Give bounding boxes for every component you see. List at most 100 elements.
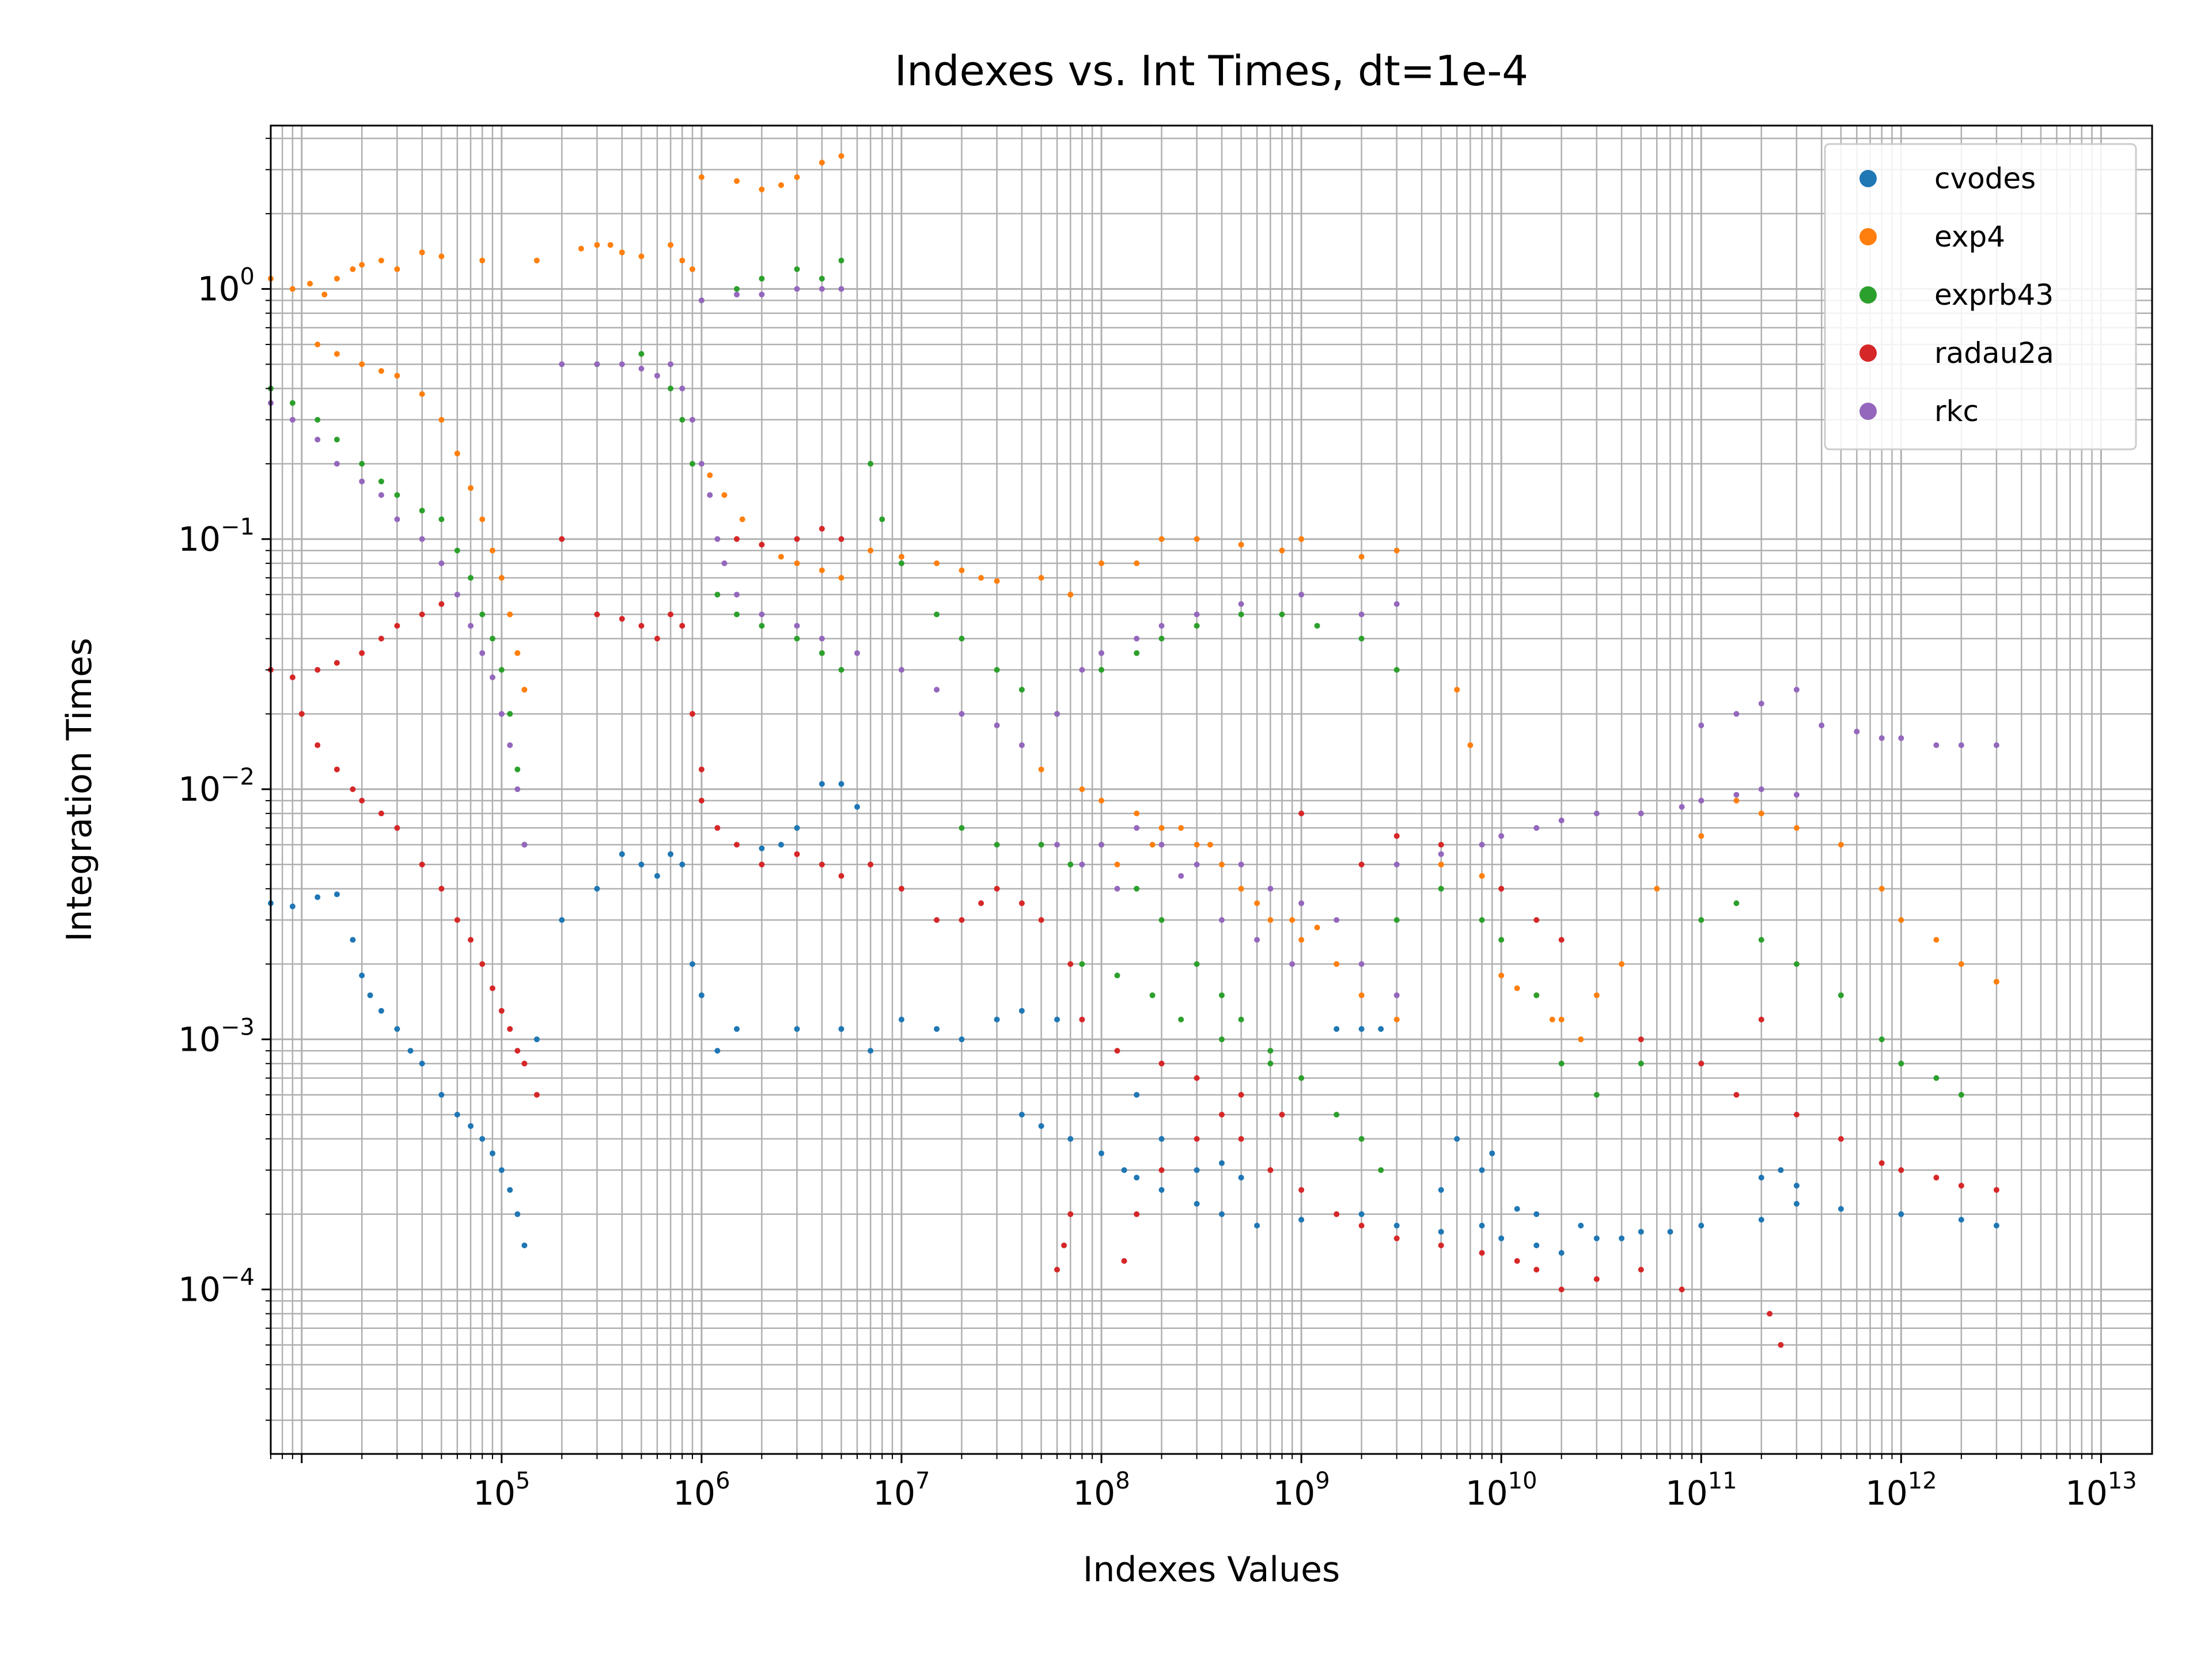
legend-marker-cvodes — [1859, 170, 1877, 187]
data-point-rkc — [1219, 917, 1225, 923]
data-point-exprb43 — [959, 825, 965, 831]
data-point-cvodes — [1758, 1175, 1764, 1181]
data-point-rkc — [1479, 842, 1485, 848]
data-point-exp4 — [1358, 554, 1365, 560]
data-point-exp4 — [619, 249, 625, 256]
data-point-radau2a — [289, 674, 296, 680]
data-point-exp4 — [668, 242, 674, 248]
data-point-exp4 — [794, 560, 800, 566]
data-point-cvodes — [594, 885, 600, 892]
data-point-exp4 — [868, 547, 874, 554]
data-point-exp4 — [1238, 541, 1244, 548]
data-point-rkc — [734, 592, 740, 598]
data-point-cvodes — [1254, 1222, 1260, 1229]
data-point-exp4 — [899, 554, 904, 560]
data-point-exp4 — [419, 249, 425, 256]
data-point-cvodes — [778, 842, 784, 848]
data-point-cvodes — [490, 1150, 495, 1157]
data-point-exprb43 — [378, 478, 384, 484]
data-point-exprb43 — [514, 766, 521, 772]
data-point-radau2a — [1638, 1267, 1644, 1273]
data-point-cvodes — [819, 781, 825, 787]
data-point-rkc — [1498, 833, 1505, 839]
data-point-radau2a — [1793, 1112, 1800, 1118]
data-point-exp4 — [698, 174, 704, 180]
y-tick-label: 100 — [198, 264, 255, 309]
data-point-cvodes — [1533, 1243, 1540, 1248]
data-point-rkc — [1993, 742, 1999, 748]
data-point-radau2a — [1898, 1167, 1904, 1173]
data-point-exp4 — [1194, 842, 1200, 848]
legend-label-rkc: rkc — [1934, 395, 1979, 428]
data-point-exp4 — [1099, 560, 1104, 566]
data-point-radau2a — [419, 861, 425, 868]
data-point-exp4 — [1479, 873, 1485, 879]
data-point-radau2a — [1758, 1016, 1764, 1022]
data-point-cvodes — [334, 891, 340, 897]
data-point-exp4 — [1158, 536, 1165, 542]
data-point-exp4 — [1758, 810, 1764, 817]
x-tick-label: 1010 — [1465, 1468, 1537, 1513]
data-point-rkc — [619, 361, 625, 368]
data-point-rkc — [1099, 842, 1104, 848]
data-point-cvodes — [690, 961, 695, 967]
data-point-cvodes — [533, 1036, 540, 1043]
data-point-rkc — [1358, 611, 1365, 618]
data-point-cvodes — [1638, 1229, 1644, 1235]
data-point-exp4 — [778, 554, 784, 560]
x-tick-label: 1011 — [1665, 1468, 1737, 1513]
data-point-exp4 — [1993, 979, 1999, 985]
data-point-exp4 — [1178, 825, 1184, 831]
data-point-exprb43 — [1067, 861, 1074, 868]
legend-label-exp4: exp4 — [1934, 220, 2005, 253]
data-point-cvodes — [1898, 1211, 1904, 1217]
data-point-exprb43 — [1114, 972, 1120, 979]
data-point-radau2a — [1114, 1048, 1120, 1054]
data-point-exprb43 — [1238, 1016, 1244, 1022]
data-point-cvodes — [1558, 1250, 1565, 1256]
data-point-exprb43 — [734, 611, 740, 618]
data-point-rkc — [959, 711, 965, 717]
data-point-exprb43 — [838, 257, 844, 264]
data-point-rkc — [559, 361, 565, 368]
data-point-cvodes — [1958, 1217, 1964, 1223]
data-point-rkc — [334, 461, 340, 467]
data-point-rkc — [819, 635, 825, 642]
data-point-radau2a — [533, 1092, 540, 1098]
data-point-exp4 — [394, 266, 400, 272]
data-point-exprb43 — [819, 650, 825, 656]
data-point-exp4 — [707, 472, 713, 478]
data-point-rkc — [1438, 851, 1444, 857]
data-point-cvodes — [1134, 1175, 1140, 1181]
data-point-exp4 — [1298, 937, 1305, 943]
data-point-rkc — [1238, 601, 1244, 607]
data-point-cvodes — [1238, 1175, 1244, 1181]
data-point-exprb43 — [994, 842, 1000, 848]
data-point-exprb43 — [1438, 885, 1444, 892]
data-point-cvodes — [1219, 1160, 1225, 1166]
axis-ticks: 105 106 107 108 109 1010 1011 1012 1013 100 10−1 10… — [178, 138, 2137, 1513]
data-point-exprb43 — [479, 611, 486, 618]
data-point-radau2a — [350, 786, 356, 793]
data-point-exprb43 — [1314, 623, 1320, 629]
data-point-cvodes — [1358, 1026, 1365, 1032]
data-point-radau2a — [978, 900, 984, 906]
data-point-radau2a — [638, 623, 645, 629]
data-point-cvodes — [1038, 1123, 1044, 1129]
data-point-radau2a — [619, 616, 625, 622]
data-point-exprb43 — [794, 635, 800, 642]
data-point-exprb43 — [334, 437, 340, 443]
data-point-cvodes — [838, 781, 844, 787]
data-point-exp4 — [378, 368, 384, 374]
data-point-exprb43 — [1178, 1016, 1184, 1022]
data-point-radau2a — [698, 797, 704, 804]
data-point-exp4 — [359, 262, 365, 268]
data-point-rkc — [707, 492, 713, 498]
data-point-exp4 — [1467, 742, 1474, 748]
data-point-radau2a — [1498, 885, 1505, 892]
series-radau2a — [268, 525, 1999, 1348]
data-point-exp4 — [514, 650, 521, 656]
data-point-radau2a — [1079, 1016, 1085, 1022]
data-point-cvodes — [1793, 1200, 1800, 1207]
data-point-exprb43 — [1038, 842, 1044, 848]
